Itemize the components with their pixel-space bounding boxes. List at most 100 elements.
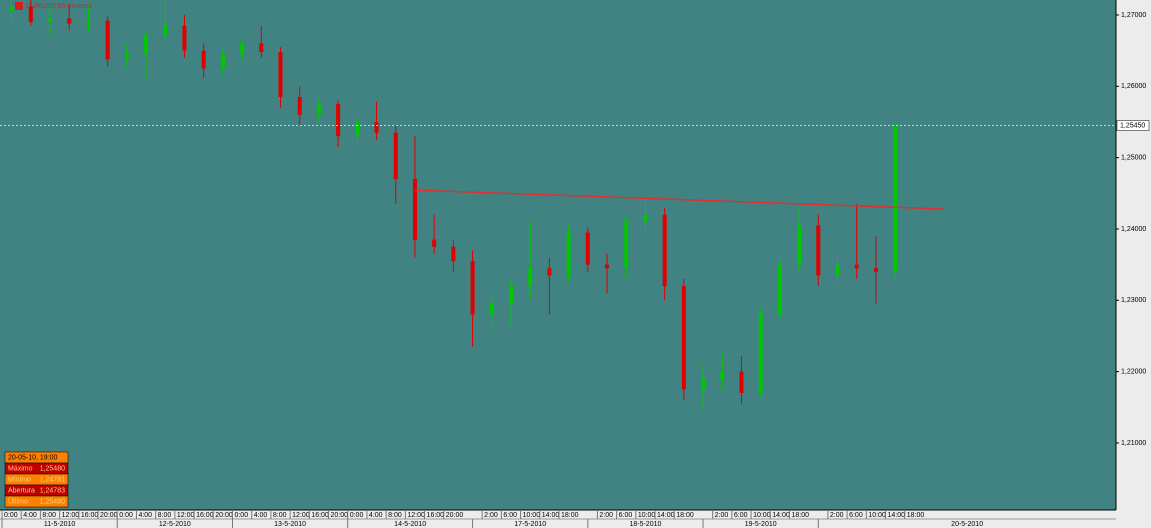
- info-label: Mínimo: [8, 476, 31, 483]
- date-tick-label: 19-5-2010: [745, 521, 777, 528]
- x-tick-label: 14:00: [542, 512, 560, 519]
- candle-body: [182, 25, 187, 51]
- x-tick-label: 20:00: [446, 512, 464, 519]
- x-tick-label: 12:00: [177, 512, 195, 519]
- x-tick-label: 20:00: [100, 512, 118, 519]
- candle-body: [605, 264, 610, 269]
- info-label: Abertura: [8, 487, 35, 494]
- x-tick-label: 12:00: [62, 512, 80, 519]
- candle-body: [470, 261, 475, 315]
- date-tick-label: 13-5-2010: [274, 521, 306, 528]
- x-tick-label: 4:00: [23, 512, 37, 519]
- candle-body: [777, 264, 782, 315]
- candle-body: [393, 132, 398, 180]
- candle-body: [701, 378, 706, 390]
- x-tick-label: 14:00: [657, 512, 675, 519]
- candle-body: [681, 286, 686, 390]
- plot-background: [0, 0, 1116, 510]
- x-tick-label: 0:00: [119, 512, 133, 519]
- candle-body: [240, 43, 245, 55]
- x-tick-label: 16:00: [81, 512, 99, 519]
- candle-body: [374, 121, 379, 133]
- candle-body: [124, 54, 129, 60]
- x-tick-label: 2:00: [484, 512, 498, 519]
- candle-body: [432, 239, 437, 247]
- candle-body: [278, 52, 283, 98]
- candle-body: [566, 232, 571, 276]
- candle-body: [451, 246, 456, 262]
- x-tick-label: 0:00: [350, 512, 364, 519]
- x-tick-label: 12:00: [292, 512, 310, 519]
- candle-body: [489, 303, 494, 315]
- candle-body: [854, 264, 859, 269]
- x-tick-label: 0:00: [4, 512, 18, 519]
- candle-body: [893, 125, 898, 272]
- candle-body: [643, 214, 648, 222]
- candle-body: [336, 104, 341, 137]
- x-tick-label: 6:00: [619, 512, 633, 519]
- candle-body: [816, 225, 821, 276]
- candle-body: [662, 214, 667, 287]
- x-tick-label: 16:00: [311, 512, 329, 519]
- x-tick-label: 12:00: [407, 512, 425, 519]
- candle-body: [508, 286, 513, 304]
- candle-body: [547, 268, 552, 276]
- candle-body: [297, 97, 302, 115]
- x-tick-label: 20:00: [215, 512, 233, 519]
- x-tick-label: 18:00: [791, 512, 809, 519]
- candle-body: [220, 54, 225, 69]
- info-value: 1,25480: [40, 465, 65, 472]
- candle-body: [835, 264, 840, 276]
- candle-body: [48, 18, 53, 23]
- info-value: 1,24781: [40, 476, 65, 483]
- info-label: 20-05-10, 19:00: [8, 454, 58, 461]
- x-tick-label: 18:00: [907, 512, 925, 519]
- candle-body: [316, 104, 321, 115]
- trendline: [414, 189, 944, 210]
- x-tick-label: 10:00: [523, 512, 541, 519]
- candle-body: [758, 314, 763, 394]
- candle-body: [412, 179, 417, 240]
- x-tick-label: 6:00: [734, 512, 748, 519]
- x-tick-label: 16:00: [427, 512, 445, 519]
- x-tick-label: 2:00: [715, 512, 729, 519]
- y-tick-label: 1,25000: [1121, 154, 1146, 161]
- date-tick-label: 17-5-2010: [514, 521, 546, 528]
- candle-body: [259, 43, 264, 53]
- x-tick-label: 8:00: [42, 512, 56, 519]
- y-tick-label: 1,24000: [1121, 226, 1146, 233]
- date-tick-label: 11-5-2010: [44, 521, 76, 528]
- x-tick-label: 14:00: [888, 512, 906, 519]
- candle-body: [86, 20, 91, 24]
- date-tick-label: 18-5-2010: [629, 521, 661, 528]
- x-tick-label: 6:00: [503, 512, 517, 519]
- x-tick-label: 10:00: [753, 512, 771, 519]
- candle-body: [9, 6, 14, 12]
- info-value: 1,24783: [40, 487, 65, 494]
- candle-body: [797, 225, 802, 265]
- price-label-box: [1116, 120, 1150, 131]
- candle-body: [873, 268, 878, 272]
- x-tick-label: 14:00: [772, 512, 790, 519]
- candle-body: [720, 371, 725, 379]
- date-tick-label: 12-5-2010: [159, 521, 191, 528]
- x-tick-label: 8:00: [273, 512, 287, 519]
- candle-body: [105, 20, 110, 60]
- candle-body: [163, 25, 168, 35]
- candle-body: [355, 121, 360, 137]
- x-tick-label: 10:00: [638, 512, 656, 519]
- symbol-icon: [15, 2, 23, 10]
- candle-body: [624, 221, 629, 269]
- info-label: Máximo: [8, 465, 33, 472]
- x-tick-label: 6:00: [849, 512, 863, 519]
- x-tick-label: 4:00: [138, 512, 152, 519]
- candle-body: [201, 50, 206, 69]
- candle-body: [28, 6, 33, 23]
- candle-body: [528, 268, 533, 287]
- info-value: 1,25480: [40, 498, 65, 505]
- info-label: Último: [8, 496, 28, 505]
- x-tick-label: 20:00: [331, 512, 349, 519]
- x-tick-label: 2:00: [599, 512, 613, 519]
